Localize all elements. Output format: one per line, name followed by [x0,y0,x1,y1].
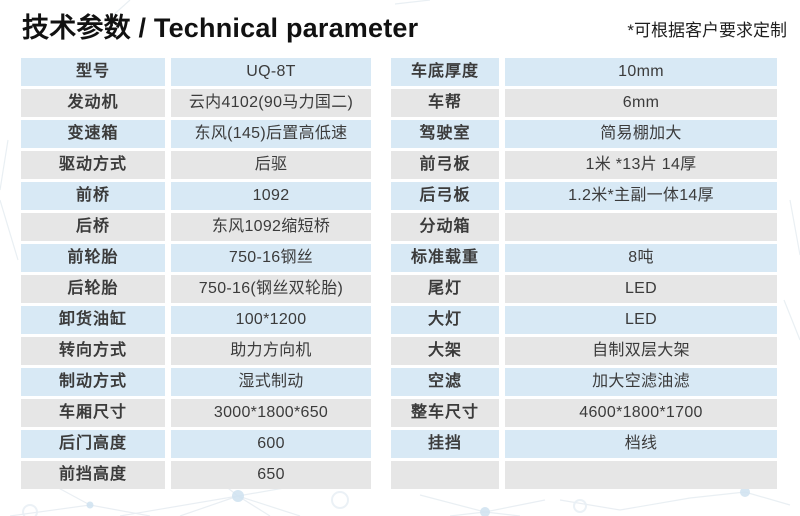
param-value-cell: 东风1092缩短桥 [171,213,371,241]
param-label-cell: 型号 [21,58,165,86]
param-value-cell: LED [505,306,777,334]
param-label-cell: 分动箱 [391,213,499,241]
param-value-cell: 750-16(钢丝双轮胎) [171,275,371,303]
parameter-table-right: 车底厚度 10mm 车帮 6mm 驾驶室 简易棚加大 前弓板 1米 *13片 14厚 后弓板 1.… [391,58,777,489]
param-label-cell: 后轮胎 [21,275,165,303]
param-value-cell: 4600*1800*1700 [505,399,777,427]
param-label-cell [391,461,499,489]
param-value-cell: 自制双层大架 [505,337,777,365]
param-label-cell: 大灯 [391,306,499,334]
param-value-cell: 助力方向机 [171,337,371,365]
param-value-cell: 1092 [171,182,371,210]
page-header: 技术参数 / Technical parameter *可根据客户要求定制 [0,0,800,58]
param-value-cell: 东风(145)后置高低速 [171,120,371,148]
param-label-cell: 转向方式 [21,337,165,365]
param-value-cell: 3000*1800*650 [171,399,371,427]
param-value-cell [505,213,777,241]
param-value-cell: 加大空滤油滤 [505,368,777,396]
param-label-cell: 前轮胎 [21,244,165,272]
param-value-cell: 档线 [505,430,777,458]
param-label-cell: 变速箱 [21,120,165,148]
param-value-cell: 云内4102(90马力国二) [171,89,371,117]
param-label-cell: 前弓板 [391,151,499,179]
param-label-cell: 发动机 [21,89,165,117]
param-label-cell: 前挡高度 [21,461,165,489]
param-label-cell: 驱动方式 [21,151,165,179]
param-label-cell: 尾灯 [391,275,499,303]
param-value-cell: 6mm [505,89,777,117]
param-label-cell: 后弓板 [391,182,499,210]
param-value-cell: 简易棚加大 [505,120,777,148]
parameter-table-left: 型号 UQ-8T 发动机 云内4102(90马力国二) 变速箱 东风(145)后置高低速驱… [21,58,371,489]
param-label-cell: 制动方式 [21,368,165,396]
param-label-cell: 车帮 [391,89,499,117]
param-value-cell: 1.2米*主副一体14厚 [505,182,777,210]
param-value-cell: 后驱 [171,151,371,179]
param-value-cell: 10mm [505,58,777,86]
param-label-cell: 空滤 [391,368,499,396]
param-label-cell: 驾驶室 [391,120,499,148]
customization-note: *可根据客户要求定制 [627,21,787,40]
param-value-cell: UQ-8T [171,58,371,86]
param-value-cell [505,461,777,489]
param-label-cell: 后桥 [21,213,165,241]
param-value-cell: 8吨 [505,244,777,272]
param-label-cell: 挂挡 [391,430,499,458]
param-value-cell: LED [505,275,777,303]
param-label-cell: 标准载重 [391,244,499,272]
param-value-cell: 100*1200 [171,306,371,334]
param-label-cell: 后门高度 [21,430,165,458]
param-label-cell: 卸货油缸 [21,306,165,334]
param-label-cell: 大架 [391,337,499,365]
param-label-cell: 车厢尺寸 [21,399,165,427]
param-value-cell: 750-16钢丝 [171,244,371,272]
page-title: 技术参数 / Technical parameter [22,13,419,43]
param-value-cell: 1米 *13片 14厚 [505,151,777,179]
param-label-cell: 整车尺寸 [391,399,499,427]
param-label-cell: 车底厚度 [391,58,499,86]
param-value-cell: 湿式制动 [171,368,371,396]
param-label-cell: 前桥 [21,182,165,210]
param-value-cell: 650 [171,461,371,489]
param-value-cell: 600 [171,430,371,458]
